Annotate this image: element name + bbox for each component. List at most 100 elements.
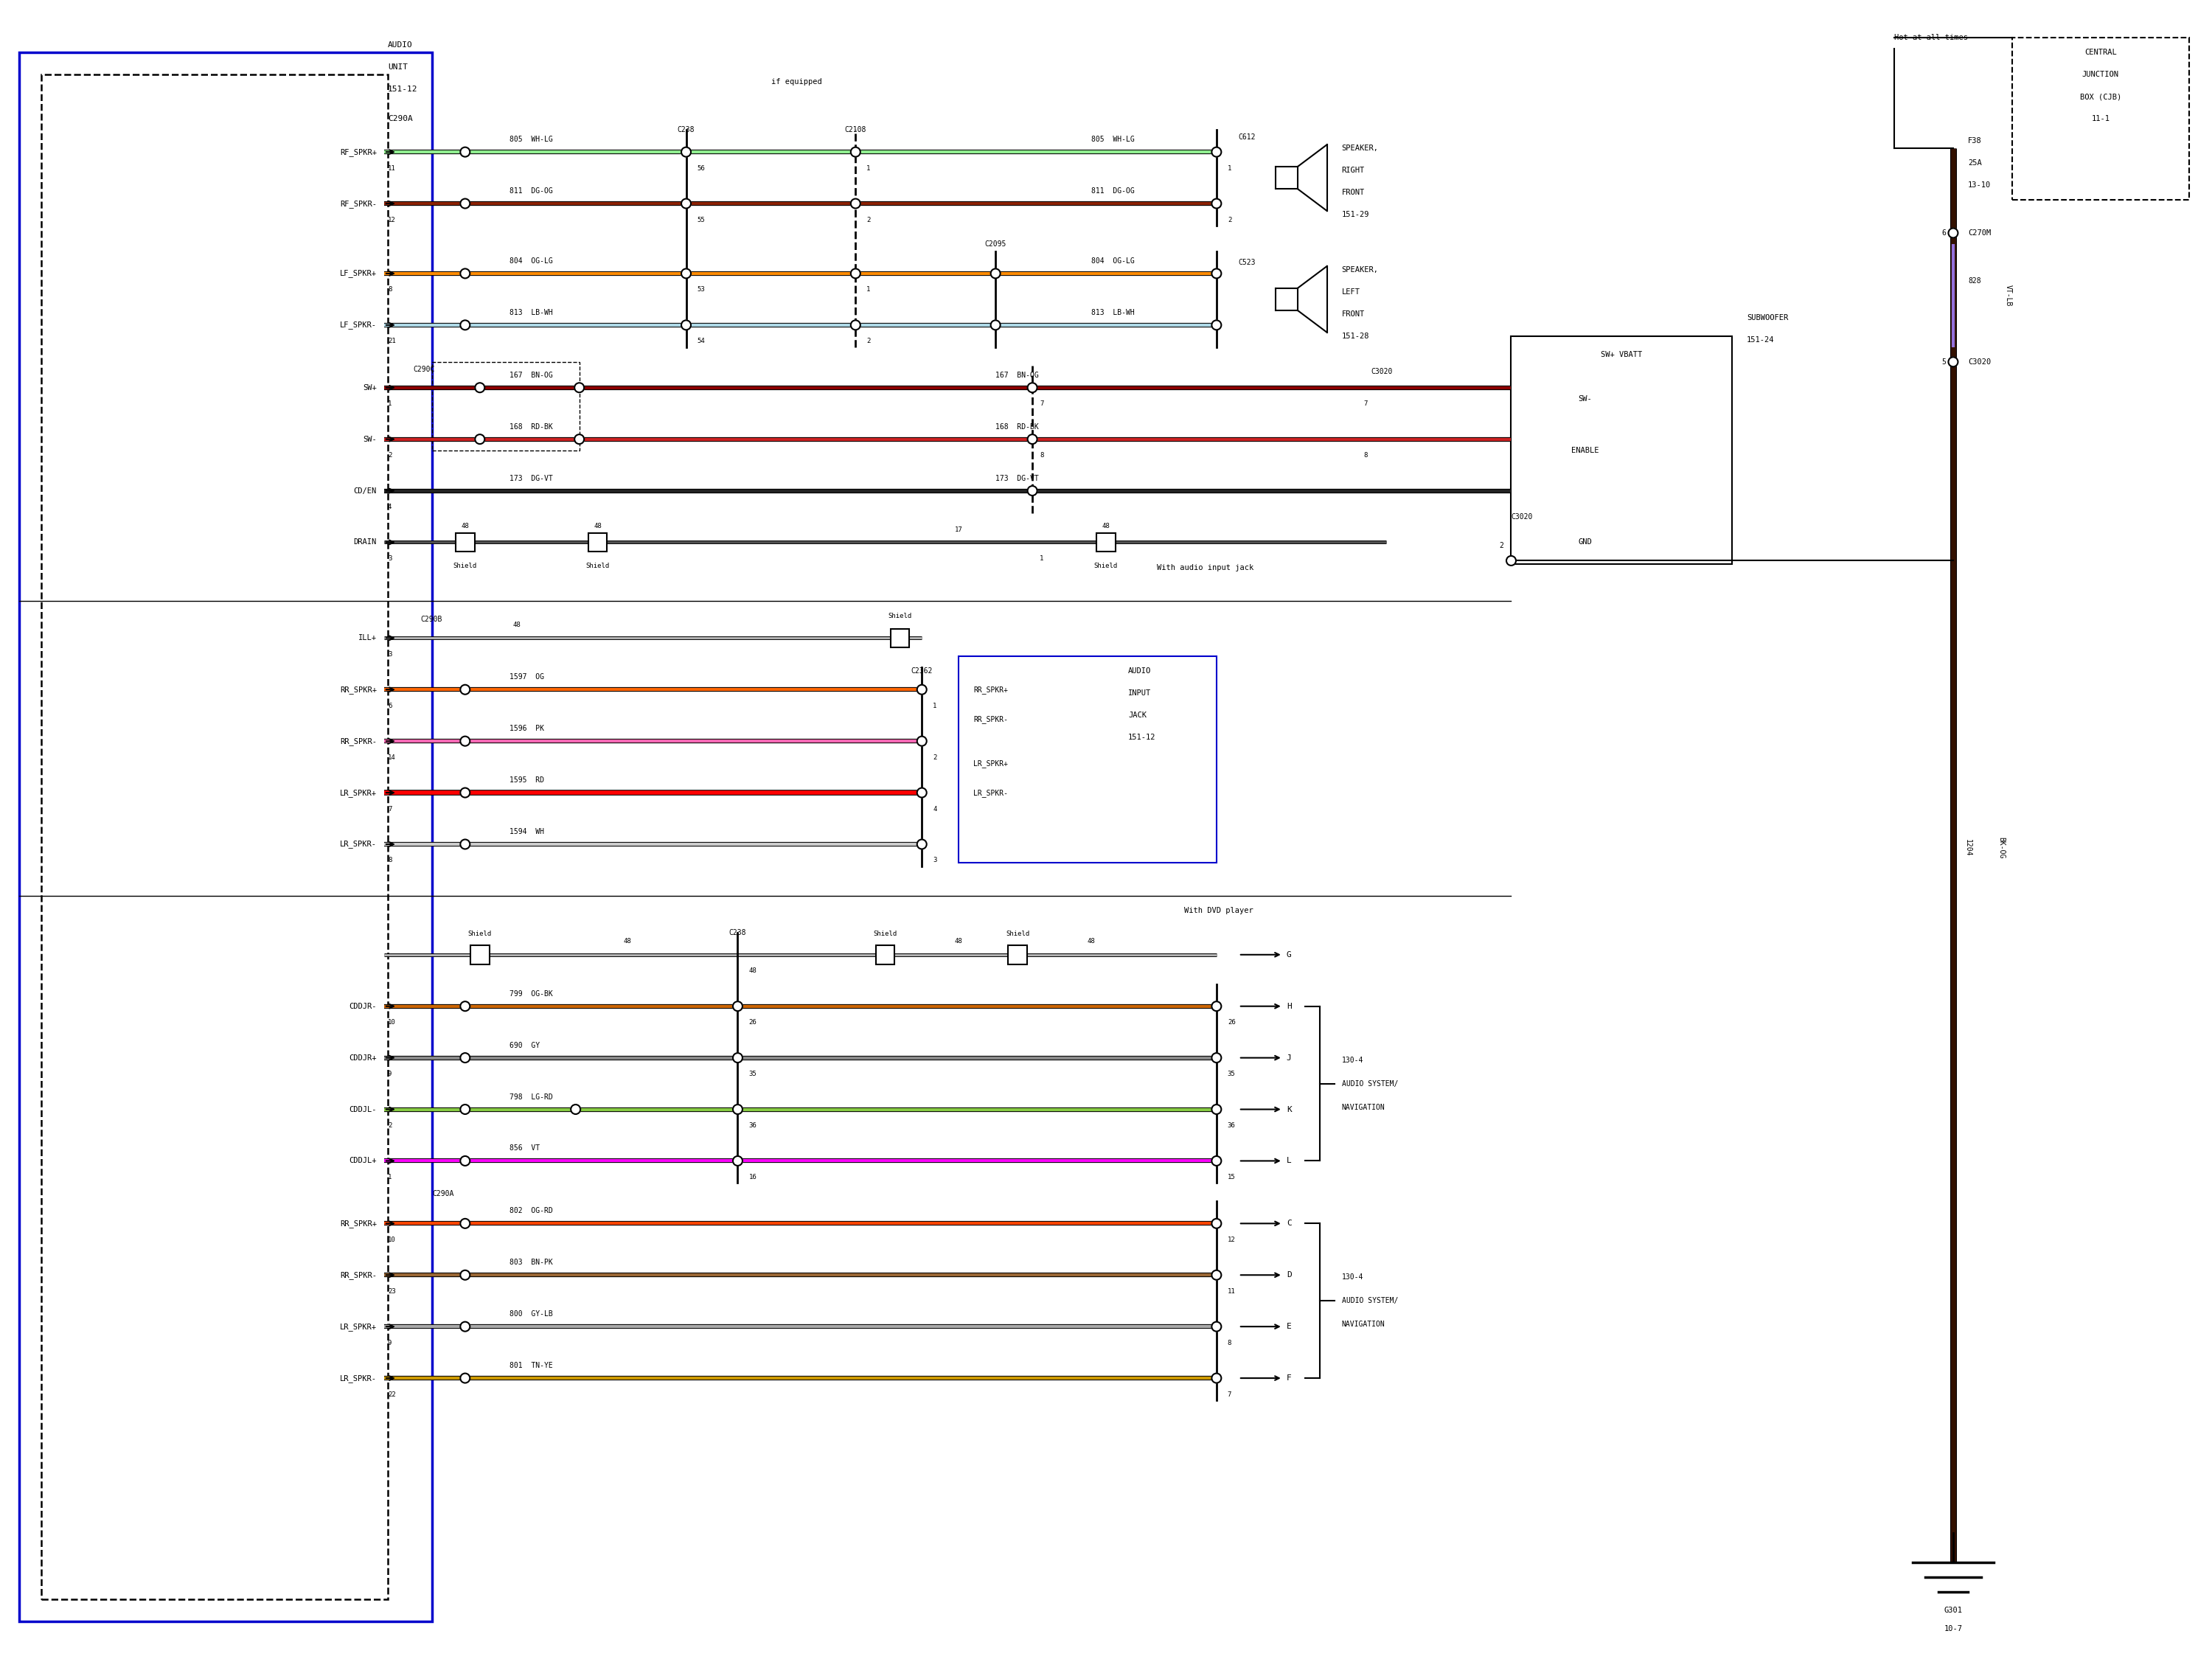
- Circle shape: [1029, 486, 1037, 496]
- Text: RF_SPKR+: RF_SPKR+: [341, 148, 376, 156]
- Circle shape: [1212, 148, 1221, 158]
- Text: D: D: [1287, 1271, 1292, 1279]
- Text: DRAIN: DRAIN: [354, 539, 376, 546]
- Text: 21: 21: [387, 338, 396, 345]
- Text: 8: 8: [1365, 453, 1367, 460]
- Text: 55: 55: [697, 216, 706, 222]
- Text: 53: 53: [697, 287, 706, 294]
- Text: VT-LB: VT-LB: [2004, 285, 2013, 307]
- Text: 48: 48: [956, 937, 962, 944]
- Text: SW+ VBATT: SW+ VBATT: [1601, 350, 1641, 358]
- Circle shape: [918, 737, 927, 747]
- Circle shape: [575, 435, 584, 445]
- Text: C290C: C290C: [414, 365, 436, 373]
- Text: CDDJL+: CDDJL+: [349, 1158, 376, 1165]
- Circle shape: [1212, 269, 1221, 279]
- Circle shape: [1212, 199, 1221, 209]
- Text: 811  DG-OG: 811 DG-OG: [509, 187, 553, 194]
- Text: LEFT: LEFT: [1343, 289, 1360, 295]
- Text: 11-1: 11-1: [2090, 114, 2110, 123]
- Text: FRONT: FRONT: [1343, 189, 1365, 196]
- Text: 6: 6: [387, 702, 392, 708]
- Text: 48: 48: [1088, 937, 1095, 944]
- Text: 25A: 25A: [1969, 159, 1982, 166]
- Text: 36: 36: [748, 1121, 757, 1128]
- Text: C2108: C2108: [845, 126, 867, 134]
- Text: RIGHT: RIGHT: [1343, 166, 1365, 174]
- Text: C3020: C3020: [1511, 513, 1533, 521]
- Text: Shield: Shield: [586, 562, 611, 569]
- Text: 167  BN-OG: 167 BN-OG: [509, 372, 553, 378]
- Text: G: G: [1287, 951, 1292, 959]
- Text: 2: 2: [387, 1121, 392, 1128]
- Text: LR_SPKR-: LR_SPKR-: [973, 788, 1009, 796]
- Text: 130-4: 130-4: [1343, 1274, 1363, 1281]
- Circle shape: [460, 1219, 469, 1228]
- Text: 2: 2: [933, 753, 938, 760]
- Text: 167  BN-OG: 167 BN-OG: [995, 372, 1040, 378]
- Text: CDDJR-: CDDJR-: [349, 1002, 376, 1010]
- Circle shape: [460, 1374, 469, 1384]
- Text: 1594  WH: 1594 WH: [509, 828, 544, 836]
- Circle shape: [1212, 320, 1221, 330]
- Circle shape: [1212, 1271, 1221, 1279]
- Text: 9: 9: [387, 1339, 392, 1345]
- Text: SW+: SW+: [363, 383, 376, 392]
- Text: SW-: SW-: [363, 436, 376, 443]
- Text: 10-7: 10-7: [1944, 1624, 1962, 1632]
- Text: 803  BN-PK: 803 BN-PK: [509, 1259, 553, 1266]
- Text: CD/EN: CD/EN: [354, 488, 376, 494]
- Text: C612: C612: [1239, 134, 1256, 141]
- Text: LR_SPKR+: LR_SPKR+: [341, 788, 376, 796]
- Text: 804  OG-LG: 804 OG-LG: [509, 257, 553, 265]
- Text: 23: 23: [387, 1287, 396, 1294]
- Text: RR_SPKR-: RR_SPKR-: [341, 737, 376, 745]
- Text: 12: 12: [1228, 1236, 1237, 1243]
- Text: 800  GY-LB: 800 GY-LB: [509, 1311, 553, 1317]
- Circle shape: [1212, 1322, 1221, 1332]
- Text: RR_SPKR+: RR_SPKR+: [341, 1219, 376, 1228]
- Circle shape: [460, 737, 469, 747]
- Bar: [1511, 337, 1732, 564]
- Text: With DVD player: With DVD player: [1183, 907, 1254, 914]
- Circle shape: [681, 269, 690, 279]
- Circle shape: [681, 199, 690, 209]
- Circle shape: [732, 1053, 743, 1062]
- Text: 2: 2: [867, 216, 872, 222]
- Text: 798  LG-RD: 798 LG-RD: [509, 1093, 553, 1100]
- Text: 1: 1: [387, 400, 392, 406]
- Text: 813  LB-WH: 813 LB-WH: [1091, 309, 1135, 317]
- Text: 56: 56: [697, 164, 706, 171]
- Text: 151-12: 151-12: [387, 86, 418, 93]
- Text: E: E: [1287, 1322, 1292, 1331]
- Text: SPEAKER,: SPEAKER,: [1343, 265, 1378, 274]
- Circle shape: [1212, 1002, 1221, 1010]
- Text: BK-OG: BK-OG: [1997, 838, 2004, 859]
- Circle shape: [1029, 383, 1037, 393]
- Text: SW-: SW-: [1577, 395, 1593, 403]
- Text: 48: 48: [624, 937, 630, 944]
- Bar: [431, 362, 580, 450]
- Text: 3: 3: [387, 650, 392, 657]
- Text: LF_SPKR+: LF_SPKR+: [341, 269, 376, 277]
- Text: LR_SPKR+: LR_SPKR+: [341, 1322, 376, 1331]
- Text: 35: 35: [1228, 1070, 1237, 1077]
- Text: BOX (CJB): BOX (CJB): [2079, 93, 2121, 101]
- Circle shape: [681, 320, 690, 330]
- Text: AUDIO SYSTEM/: AUDIO SYSTEM/: [1343, 1297, 1398, 1304]
- Text: Hot at all times: Hot at all times: [1893, 35, 1969, 41]
- Text: AUDIO: AUDIO: [1128, 667, 1150, 675]
- Text: 11: 11: [1228, 1287, 1237, 1294]
- Text: C238: C238: [677, 126, 695, 134]
- Circle shape: [732, 1105, 743, 1115]
- Text: F: F: [1287, 1374, 1292, 1382]
- Text: 3: 3: [387, 556, 392, 562]
- Text: ILL+: ILL+: [358, 634, 376, 642]
- Text: 26: 26: [748, 1019, 757, 1025]
- Text: 48: 48: [460, 523, 469, 529]
- Text: L: L: [1287, 1158, 1292, 1165]
- Circle shape: [460, 1271, 469, 1279]
- Text: C2095: C2095: [984, 241, 1006, 247]
- Text: F38: F38: [1969, 138, 1982, 144]
- Text: ENABLE: ENABLE: [1571, 446, 1599, 455]
